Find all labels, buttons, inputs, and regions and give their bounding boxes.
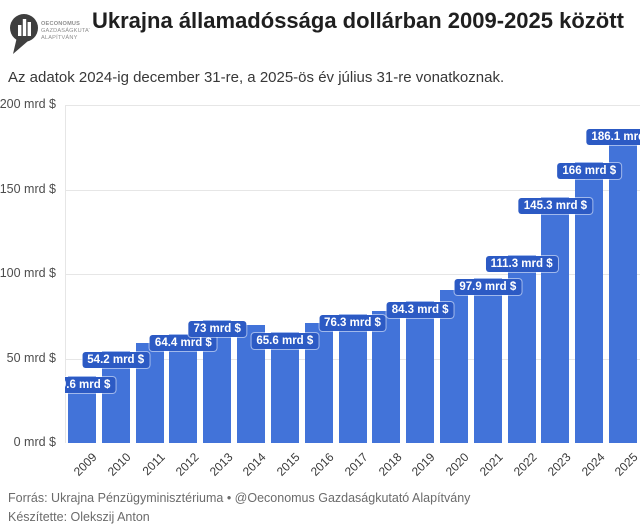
bar-2023 — [541, 197, 570, 443]
x-axis-tick-label: 2016 — [307, 450, 337, 479]
y-axis-tick-label: 150 mrd $ — [0, 181, 56, 196]
x-axis-tick-label: 2018 — [375, 450, 405, 479]
source-line: Forrás: Ukrajna Pénzügyminisztériuma • @… — [8, 491, 471, 505]
credit-line: Készítette: Olekszij Anton — [8, 510, 150, 524]
x-axis-tick-label: 2015 — [273, 450, 303, 479]
bar-value-label: 84.3 mrd $ — [386, 301, 454, 318]
x-axis-tick-label: 2014 — [240, 450, 269, 479]
bar-2017 — [338, 314, 367, 443]
logo-org-line-3: ALAPÍTVÁNY — [41, 34, 78, 41]
x-axis-tick-label: 2024 — [578, 450, 608, 479]
oeconomus-logo: OECONOMUS GAZDASÁGKUTATÓ ALAPÍTVÁNY — [10, 14, 90, 54]
x-axis-tick-label: 2013 — [206, 450, 236, 479]
bar-value-label: 54.2 mrd $ — [82, 352, 150, 369]
bar-value-label: 111.3 mrd $ — [485, 255, 558, 272]
chart-footer: Forrás: Ukrajna Pénzügyminisztériuma • @… — [8, 489, 628, 527]
x-axis-tick-label: 2019 — [409, 450, 439, 479]
y-axis-tick-label: 100 mrd $ — [0, 266, 56, 280]
bar-value-label: 65.6 mrd $ — [251, 333, 319, 350]
x-axis-tick-label: 2025 — [612, 450, 640, 479]
logo-org-line-1: OECONOMUS — [41, 21, 80, 27]
bar-2025 — [609, 128, 638, 443]
x-axis-tick-label: 2023 — [544, 450, 574, 479]
bar-value-label: 166 mrd $ — [557, 163, 622, 180]
gridline — [65, 105, 640, 106]
x-axis-tick-label: 2020 — [443, 450, 472, 479]
x-axis-tick-label: 2009 — [71, 450, 100, 479]
bar-value-label: 145.3 mrd $ — [518, 198, 593, 215]
gridline — [65, 189, 640, 191]
chart-title: Ukrajna államadóssága dollárban 2009-202… — [92, 8, 624, 33]
bar-value-label: 186.1 mrd $ — [586, 129, 640, 146]
bar-value-label: 39.6 mrd $ — [65, 377, 116, 394]
x-axis: 2009 2010 2011 2012 2013 2014 2015 2016 2017 2018… — [65, 443, 640, 495]
x-axis-tick-label: 2011 — [139, 450, 168, 479]
y-axis-tick-label: 0 mrd $ — [13, 435, 56, 449]
bar-value-label: 76.3 mrd $ — [319, 315, 386, 332]
bar-chart-speech-bubble-icon — [10, 14, 38, 54]
y-axis-line — [65, 105, 66, 443]
bar-2018 — [372, 310, 401, 443]
bar-2015 — [270, 332, 299, 443]
y-axis: 0 mrd $ 50 mrd $ 100 mrd $ 150 mrd $ 200 mrd… — [0, 97, 58, 449]
x-axis-tick-label: 2017 — [341, 450, 371, 479]
bar-2012 — [169, 334, 198, 443]
y-axis-tick-label: 50 mrd $ — [6, 350, 56, 365]
x-axis-tick-label: 2022 — [510, 450, 540, 479]
bar-value-label: 64.4 mrd $ — [149, 335, 217, 352]
logo-org-line-2: GAZDASÁGKUTATÓ — [41, 27, 90, 34]
x-axis-tick-label: 2010 — [104, 450, 134, 479]
x-axis-tick-label: 2021 — [476, 450, 506, 479]
x-axis-tick-label: 2012 — [172, 450, 202, 479]
y-axis-tick-label: 200 mrd $ — [0, 97, 56, 111]
chart-subtitle: Az adatok 2024-ig december 31-re, a 2025… — [8, 69, 505, 86]
plot-area: 39.6 mrd $ 54.2 mrd $64.4 mrd $73 mrd $ 65… — [65, 105, 640, 443]
bar-value-label: 97.9 mrd $ — [454, 278, 522, 295]
bar-2021 — [473, 277, 502, 443]
gridline — [65, 274, 640, 275]
bar-value-label: 73 mrd $ — [188, 320, 246, 337]
bar-2019 — [406, 300, 435, 443]
